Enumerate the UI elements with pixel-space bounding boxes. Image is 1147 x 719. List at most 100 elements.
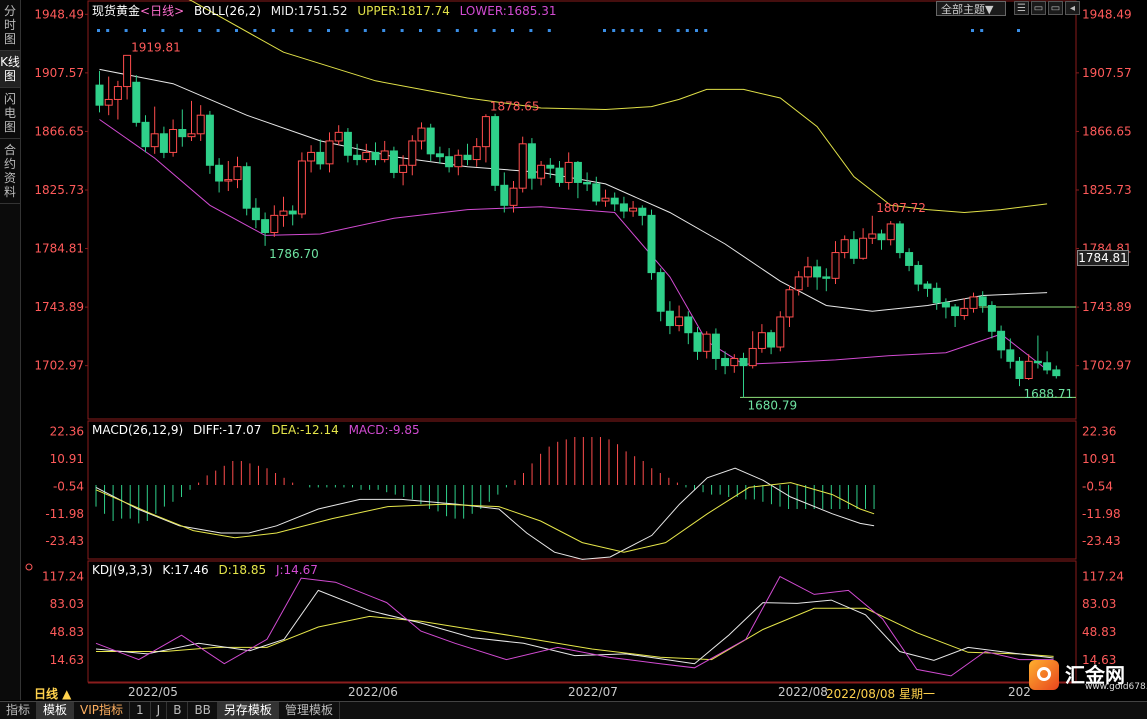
price-axis-label-left: 1866.65 <box>34 124 84 138</box>
candle <box>159 133 168 153</box>
macd-panel-frame <box>87 420 1077 560</box>
maximize-icon[interactable]: ▭ <box>1048 1 1063 15</box>
candle <box>693 332 702 352</box>
signal-dot <box>685 29 689 32</box>
tab-templates[interactable]: 模板 <box>37 702 75 719</box>
signal-dot <box>612 29 616 32</box>
candle <box>877 233 886 241</box>
tab-manage-templates[interactable]: 管理模板 <box>279 702 340 719</box>
candle <box>187 133 196 138</box>
logo-icon <box>1029 660 1059 690</box>
candle <box>178 129 187 138</box>
candle <box>463 154 472 161</box>
candle <box>509 187 518 206</box>
tab-vip-indicators[interactable]: VIP指标 <box>74 702 131 719</box>
collapse-icon[interactable]: ◂ <box>1065 1 1080 15</box>
candle <box>822 276 831 279</box>
kdj-marker-icon <box>25 563 33 571</box>
candle <box>537 164 546 179</box>
macd-axis-label-left: -11.98 <box>45 507 84 521</box>
tab-1[interactable]: 1 <box>130 702 151 719</box>
tab-save-template[interactable]: 另存模板 <box>217 702 279 719</box>
signal-dot <box>400 29 404 32</box>
theme-select[interactable]: 全部主题▼ <box>936 1 1006 16</box>
price-axis-label-right: 1866.65 <box>1082 124 1132 138</box>
menu-icon[interactable]: ☰ <box>1014 1 1029 15</box>
candle <box>1015 360 1024 379</box>
restore-icon[interactable]: ▭ <box>1031 1 1046 15</box>
price-axis-label-right: 1907.57 <box>1082 66 1132 80</box>
candle <box>859 237 868 259</box>
candle <box>527 143 536 179</box>
signal-dot <box>290 29 294 32</box>
price-axis-label-left: 1907.57 <box>34 66 84 80</box>
macd-label[interactable]: MACD(26,12,9) <box>92 423 184 437</box>
candle <box>261 219 270 234</box>
signal-dot <box>658 29 662 32</box>
tab-contract-info[interactable]: 合约资料 <box>0 139 20 204</box>
tab-indicators[interactable]: 指标 <box>0 702 38 719</box>
signal-dot <box>704 29 708 32</box>
high-annotation: 1878.65 <box>490 99 540 113</box>
signal-dot <box>1017 29 1020 32</box>
candle <box>665 310 674 327</box>
kdj-axis-label-right: 83.03 <box>1082 597 1116 611</box>
macd-axis-label-left: 10.91 <box>50 452 84 466</box>
candle <box>150 133 159 148</box>
signal-dot <box>547 29 551 32</box>
period-indicator[interactable]: <日线> <box>140 4 185 18</box>
date-label: 202 <box>1008 685 1031 699</box>
tab-b[interactable]: B <box>167 702 189 719</box>
tab-k-line[interactable]: K线图 <box>0 51 20 88</box>
kdj-header: KDJ(9,3,3) K:17.46 D:18.85 J:14.67 <box>92 563 324 577</box>
candle <box>785 289 794 318</box>
candle <box>932 287 941 304</box>
candle <box>895 223 904 254</box>
signal-dot <box>695 29 698 32</box>
candle <box>997 330 1006 351</box>
signal-dot <box>363 29 367 32</box>
tab-j[interactable]: J <box>151 702 168 719</box>
candle <box>803 266 812 278</box>
candle <box>95 84 104 106</box>
signal-dot <box>437 29 441 32</box>
candle <box>573 161 582 183</box>
signal-dot <box>124 29 128 32</box>
price-axis-label-right: 1702.97 <box>1082 359 1132 373</box>
candle <box>353 154 362 161</box>
signal-dot <box>198 29 202 32</box>
candle <box>426 127 435 155</box>
candle <box>362 151 371 161</box>
tab-flash-chart[interactable]: 闪电图 <box>0 88 20 139</box>
candle <box>546 164 555 169</box>
candle <box>840 239 849 254</box>
kdj-axis-label-right: 14.63 <box>1082 653 1116 667</box>
macd-diff: DIFF:-17.07 <box>192 423 262 437</box>
macd-value: MACD:-9.85 <box>348 423 420 437</box>
macd-axis-label-right: -23.43 <box>1082 534 1121 548</box>
signal-dot <box>106 29 110 32</box>
candle <box>849 239 858 259</box>
tab-tick-chart[interactable]: 分时图 <box>0 0 20 51</box>
tab-bb[interactable]: BB <box>188 702 218 719</box>
chart-canvas[interactable]: 1948.49 1948.49 1907.57 1907.57 1866.65 1866.… <box>21 0 1147 700</box>
candle <box>813 266 822 278</box>
candle <box>288 210 297 215</box>
kdj-panel-frame <box>87 560 1077 683</box>
signal-dot <box>630 29 634 32</box>
candle <box>518 143 527 189</box>
candle <box>739 357 748 367</box>
boll-label[interactable]: BOLL(26,2) <box>193 4 261 18</box>
price-axis-label-left: 1784.81 <box>34 242 84 256</box>
macd-axis-label-left: -0.54 <box>53 479 84 493</box>
macd-dea-line <box>95 482 875 553</box>
kdj-label[interactable]: KDJ(9,3,3) <box>92 563 153 577</box>
candle <box>583 181 592 185</box>
macd-diff-line <box>95 467 875 560</box>
main-indicator-header: 现货黄金<日线> BOLL(26,2) MID:1751.52 UPPER:18… <box>92 2 562 18</box>
signal-dot <box>235 29 238 32</box>
period-selector[interactable]: 日线 ▲ <box>34 687 72 701</box>
candle <box>113 86 122 100</box>
signal-dot <box>603 29 606 32</box>
low-annotation: 1680.79 <box>748 398 798 412</box>
